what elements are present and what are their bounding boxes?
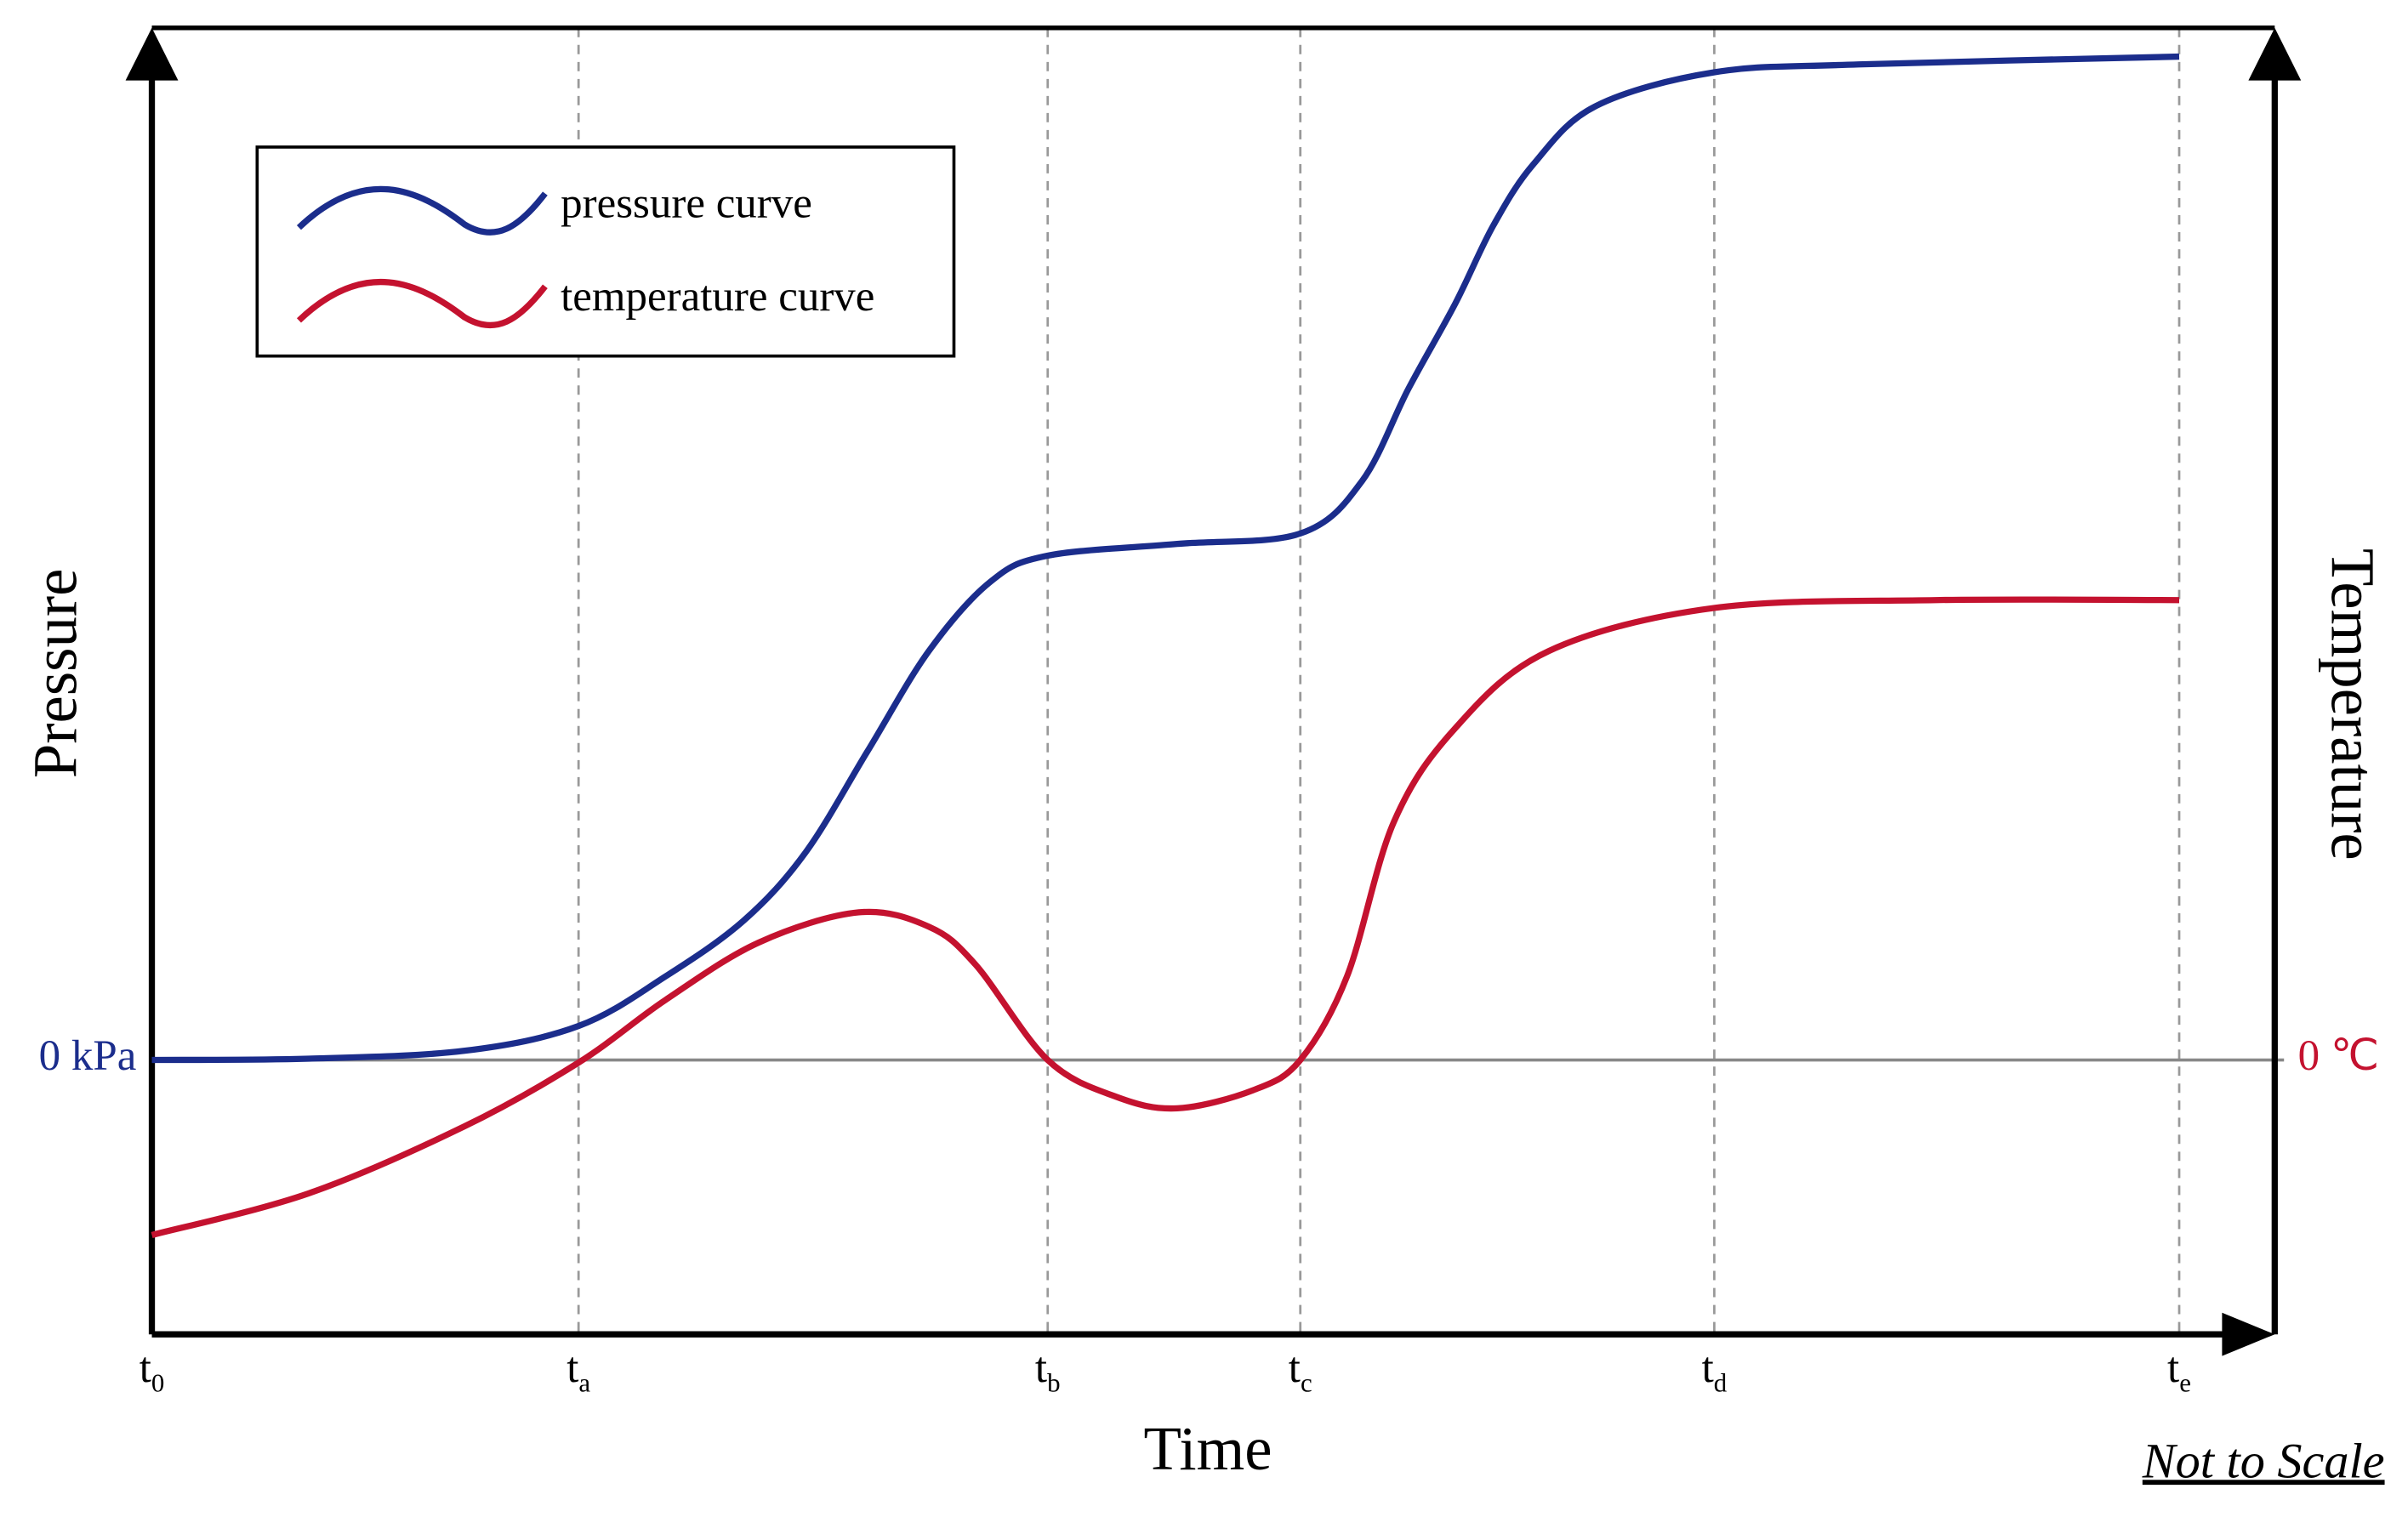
x-tick-label-sub: c [1301,1367,1312,1397]
x-tick-label-sub: b [1047,1367,1060,1397]
x-tick-label-main: t [2167,1344,2179,1392]
y2-axis-arrow [2248,27,2302,81]
x-tick-label: td [1702,1344,1728,1398]
x-tick-label-main: t [1035,1344,1047,1392]
x-tick-label-main: t [1289,1344,1301,1392]
y-tick-label: 0 kPa [39,1032,137,1080]
legend-label: temperature curve [561,273,874,321]
legend-swatch [296,185,548,236]
x-axis-label: Time [1144,1414,1272,1483]
x-tick-label: tc [1289,1344,1312,1398]
note: Not to Scale [2142,1433,2385,1488]
series-line [151,596,2180,1238]
series-line [151,53,2180,1064]
x-tick-label: ta [566,1344,590,1398]
x-tick-label-main: t [566,1344,578,1392]
x-tick-label: te [2167,1344,2191,1398]
x-tick-label: t0 [139,1344,165,1398]
legend-label: pressure curve [561,180,812,228]
x-tick-label-sub: a [578,1367,590,1397]
legend-box [255,145,956,358]
x-tick-label-sub: 0 [151,1367,164,1397]
y-axis-label: Pressure [21,569,90,779]
x-tick-label-main: t [139,1344,151,1392]
x-tick-label-main: t [1702,1344,1714,1392]
x-tick-label-sub: e [2179,1367,2191,1397]
y2-axis-label: Temperature [2318,548,2387,861]
legend-swatch [296,278,548,328]
y-axis-arrow [125,27,179,81]
y2-tick-label: 0 ℃ [2298,1032,2379,1080]
x-axis-arrow [2222,1312,2275,1356]
x-tick-label-sub: d [1714,1367,1728,1397]
x-tick-label: tb [1035,1344,1061,1398]
